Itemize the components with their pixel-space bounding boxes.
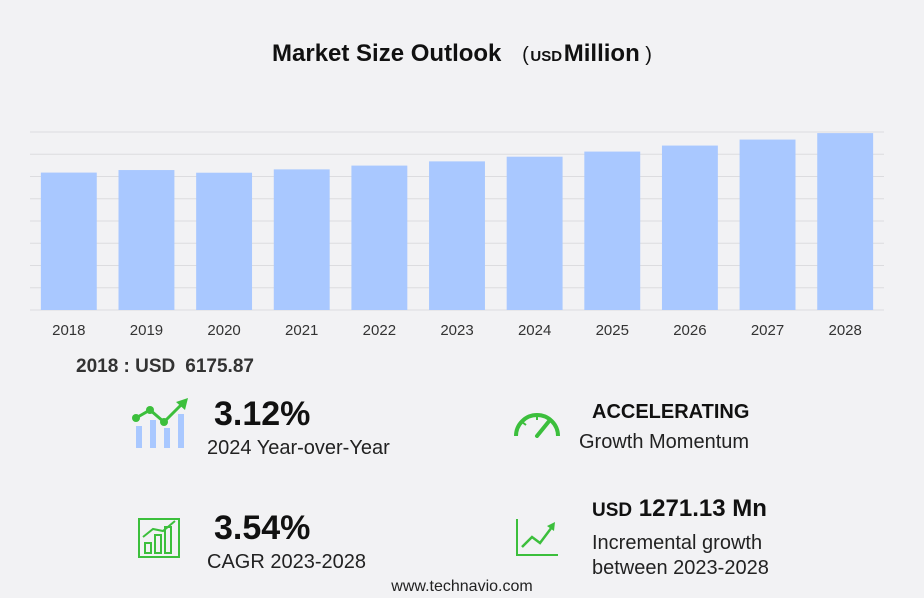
bar-2022 <box>351 165 408 310</box>
bar-2024 <box>506 156 563 310</box>
line-growth-icon <box>516 519 558 556</box>
bar-2021 <box>273 169 330 310</box>
x-tick-label: 2026 <box>673 322 706 339</box>
momentum-value: ACCELERATING <box>592 401 750 423</box>
cagr-label: CAGR 2023-2028 <box>207 551 366 573</box>
incremental-value: USD 1271.13 Mn <box>592 495 767 523</box>
bar-2028 <box>817 133 874 310</box>
incremental-amount: 1271.13 Mn <box>638 495 767 522</box>
yoy-label: 2024 Year-over-Year <box>207 437 390 459</box>
bar-2027 <box>739 139 796 310</box>
x-tick-label: 2022 <box>363 322 396 339</box>
bar-2025 <box>584 151 641 310</box>
growth-chart-icon <box>132 398 188 448</box>
unit-label: Million <box>563 40 640 67</box>
chart-title: Market Size Outlook ( USD Million ) <box>0 40 924 68</box>
x-tick-label: 2024 <box>518 322 551 339</box>
incremental-label-line1: Incremental growth <box>592 532 763 554</box>
bar-2020 <box>196 172 253 310</box>
x-tick-label: 2020 <box>207 322 240 339</box>
x-tick-label: 2018 <box>52 322 85 339</box>
bar-growth-icon <box>138 518 180 558</box>
cagr-value: 3.54% <box>214 509 311 547</box>
bar-2019 <box>118 170 175 310</box>
incremental-label-line2: between 2023-2028 <box>592 557 769 579</box>
base-year-label: 2018 : USD <box>76 356 176 377</box>
speedometer-icon <box>514 413 560 438</box>
footer-url: www.technavio.com <box>391 578 533 595</box>
yoy-value: 3.12% <box>214 395 311 433</box>
chart-unit: ( USD Million ) <box>522 40 652 67</box>
x-tick-label: 2025 <box>596 322 629 339</box>
base-year-amount: 6175.87 <box>185 356 254 377</box>
bar-2026 <box>661 145 718 310</box>
x-tick-label: 2021 <box>285 322 318 339</box>
x-tick-label: 2023 <box>440 322 473 339</box>
unit-prefix: USD <box>530 48 563 65</box>
momentum-label: Growth Momentum <box>579 431 750 453</box>
base-year-value: 2018 : USD 6175.87 <box>76 356 254 378</box>
chart-title-text: Market Size Outlook <box>272 40 502 67</box>
x-tick-label: 2019 <box>130 322 163 339</box>
x-tick-label: 2028 <box>828 322 861 339</box>
bar-2023 <box>429 161 485 310</box>
bar-chart: 2018 2019 2020 2021 2022 2023 2024 2025 2026 2027… <box>30 131 884 339</box>
bar-2018 <box>40 172 97 310</box>
x-tick-label: 2027 <box>751 322 784 339</box>
incremental-prefix: USD <box>592 500 633 521</box>
